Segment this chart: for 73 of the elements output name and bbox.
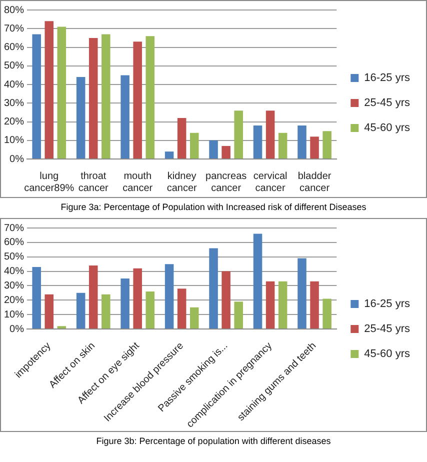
y-tick-label: 60% [4, 42, 24, 53]
x-tick-label: kidney cancer [166, 170, 198, 194]
y-tick-label: 50% [4, 60, 24, 72]
x-tick-label: mouth cancer [122, 170, 154, 194]
bar [222, 146, 230, 158]
bar [120, 278, 130, 328]
bar [32, 266, 41, 328]
bar [177, 118, 186, 158]
x-tick-label: bladder cancer [298, 170, 332, 194]
bar [190, 132, 199, 158]
bar [76, 292, 86, 328]
y-tick-label: 20% [4, 116, 24, 128]
legend-label: 25-45 yrs [364, 97, 410, 110]
bar [253, 125, 262, 158]
bar [266, 281, 275, 328]
x-tick-label: pancreas cancer [205, 170, 247, 194]
legend-label: 45-60 yrs [364, 348, 410, 360]
bar [44, 21, 54, 158]
y-tick-label: 30% [4, 98, 24, 109]
legend-label: 45-60 yrs [364, 122, 410, 134]
y-tick-label: 40% [4, 266, 24, 278]
y-tick-label: 40% [4, 79, 24, 90]
y-tick-label: 80% [4, 4, 24, 16]
bar [44, 294, 54, 328]
caption: Figure 3a: Percentage of Population with Increased risk of different Diseases [60, 202, 368, 212]
y-tick-label: 20% [4, 294, 24, 306]
x-tick-label: throat cancer [78, 170, 110, 194]
bar [253, 234, 262, 328]
bar [88, 38, 98, 158]
bar [209, 140, 218, 158]
y-tick-label: 60% [4, 237, 24, 248]
bar [120, 75, 130, 158]
y-tick-label: 30% [4, 280, 24, 292]
bar [278, 281, 288, 328]
bar [164, 264, 174, 328]
bar [133, 42, 142, 158]
bar [146, 291, 155, 328]
bar [278, 132, 288, 158]
y-tick-label: 0% [10, 324, 24, 335]
caption: Figure 3b: Percentage of population with different diseases [95, 436, 332, 446]
y-tick-label: 70% [4, 23, 24, 34]
bar [177, 288, 186, 328]
y-tick-label: 0% [10, 154, 24, 165]
legend-label: 25-45 yrs [364, 323, 410, 336]
bar [310, 136, 319, 158]
bar [209, 248, 218, 328]
bar [234, 302, 243, 328]
y-tick-label: 70% [4, 222, 24, 234]
bar [298, 125, 306, 158]
y-tick-label: 10% [4, 135, 24, 146]
y-tick-label: 50% [4, 252, 24, 263]
bar [88, 266, 98, 328]
bar [164, 152, 174, 158]
bar [310, 281, 319, 328]
bar [222, 271, 230, 328]
bar [133, 268, 142, 328]
bar [298, 258, 306, 328]
bar [146, 36, 155, 158]
x-tick-label: lung cancer89% [24, 170, 74, 194]
legend-label: 16-25 yrs [364, 72, 410, 84]
bar [76, 77, 86, 158]
bar [190, 307, 199, 328]
bar [57, 26, 66, 158]
legend-label: 16-25 yrs [364, 298, 410, 310]
bar [322, 298, 332, 328]
bar [234, 110, 243, 158]
bar [102, 34, 110, 158]
bar [102, 294, 110, 328]
y-tick-label: 10% [4, 309, 24, 320]
bar [266, 110, 275, 158]
bar [322, 131, 332, 158]
x-tick-label: cervical cancer [253, 170, 288, 194]
bar [32, 34, 41, 158]
